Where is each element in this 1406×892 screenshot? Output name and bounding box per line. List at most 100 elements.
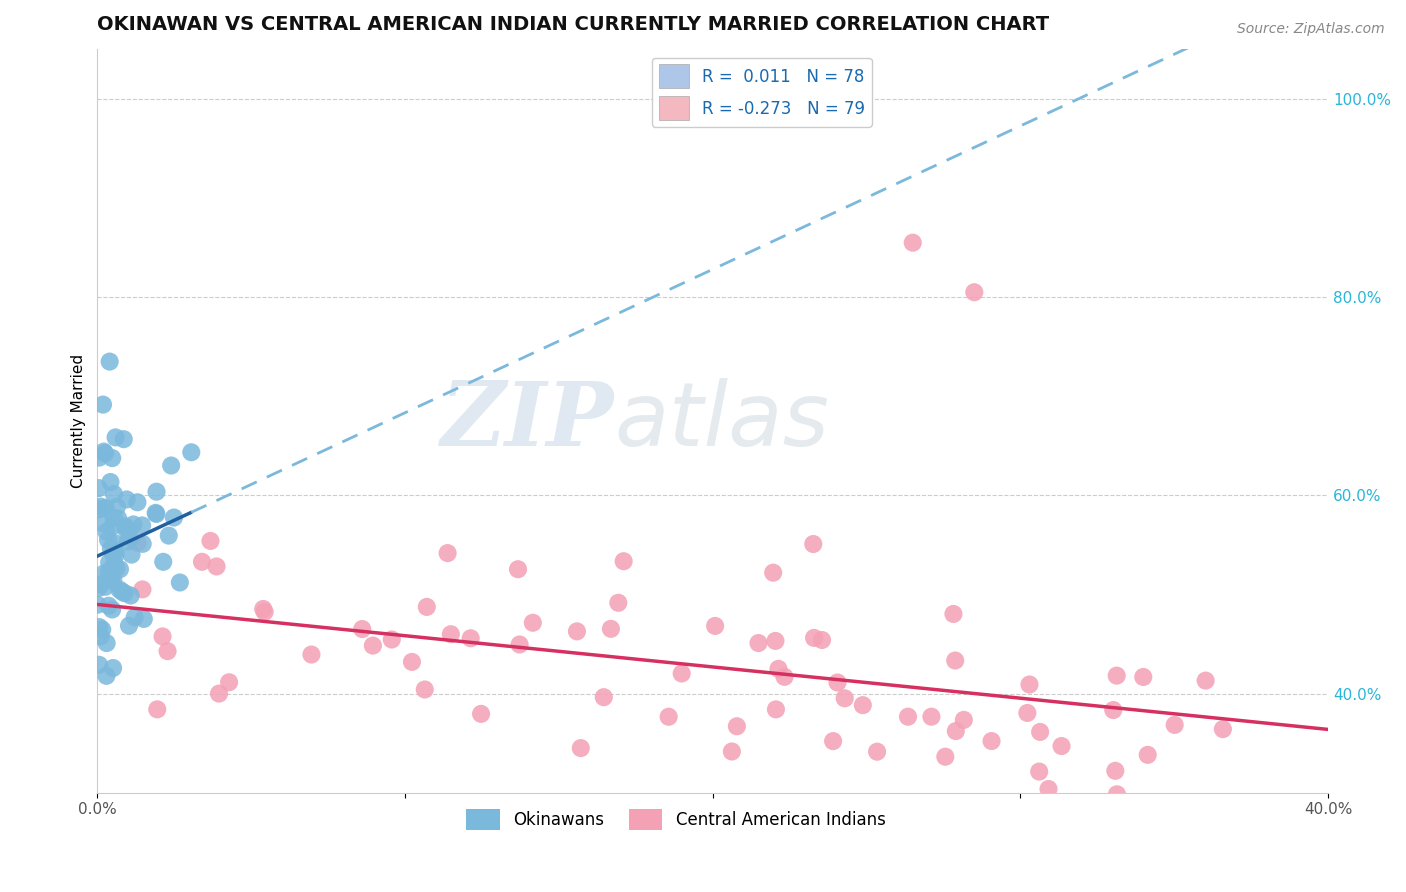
Point <box>108 582 131 597</box>
Point <box>191 555 214 569</box>
Point <box>98 556 121 570</box>
Point <box>943 653 966 667</box>
Point <box>152 555 174 569</box>
Point <box>103 511 125 525</box>
Point <box>725 719 748 733</box>
Point <box>111 584 134 599</box>
Point <box>100 562 122 576</box>
Point <box>866 745 889 759</box>
Point <box>121 548 143 562</box>
Point <box>108 562 131 576</box>
Point <box>1163 718 1185 732</box>
Point <box>114 519 136 533</box>
Point <box>765 634 787 648</box>
Point <box>470 706 492 721</box>
Point <box>97 565 120 579</box>
Point <box>93 444 115 458</box>
Point <box>124 610 146 624</box>
Point <box>87 481 110 495</box>
Point <box>252 602 274 616</box>
Text: atlas: atlas <box>614 378 830 464</box>
Point <box>87 657 110 672</box>
Point <box>96 636 118 650</box>
Point <box>416 599 439 614</box>
Point <box>163 510 186 524</box>
Point <box>105 500 128 514</box>
Point <box>980 734 1002 748</box>
Point <box>1102 703 1125 717</box>
Point <box>1105 668 1128 682</box>
Point <box>1038 782 1060 797</box>
Point <box>361 639 384 653</box>
Point <box>101 661 124 675</box>
Text: ZIP: ZIP <box>441 378 614 465</box>
Point <box>91 398 114 412</box>
Point <box>94 500 117 515</box>
Point <box>93 566 115 581</box>
Point <box>803 631 825 645</box>
Point <box>156 644 179 658</box>
Point <box>920 709 942 723</box>
Point <box>1029 725 1052 739</box>
Point <box>592 690 614 705</box>
Point <box>436 546 458 560</box>
Point <box>440 627 463 641</box>
Point <box>100 541 122 556</box>
Point <box>103 536 125 550</box>
Point <box>91 516 114 531</box>
Point <box>101 451 124 466</box>
Point <box>94 580 117 594</box>
Point <box>834 691 856 706</box>
Point <box>97 573 120 587</box>
Point <box>768 662 790 676</box>
Point <box>811 632 834 647</box>
Point <box>522 615 544 630</box>
Point <box>747 636 769 650</box>
Point <box>1136 747 1159 762</box>
Y-axis label: Currently Married: Currently Married <box>72 354 86 488</box>
Point <box>89 450 111 465</box>
Point <box>1018 677 1040 691</box>
Point <box>145 484 167 499</box>
Point <box>1212 722 1234 736</box>
Point <box>704 619 727 633</box>
Point <box>146 702 169 716</box>
Point <box>104 548 127 562</box>
Point <box>1132 670 1154 684</box>
Point <box>96 669 118 683</box>
Point <box>90 629 112 643</box>
Point <box>100 571 122 585</box>
Point <box>122 517 145 532</box>
Point <box>103 574 125 588</box>
Point <box>460 632 482 646</box>
Point <box>115 492 138 507</box>
Point <box>100 568 122 582</box>
Point <box>352 622 374 636</box>
Point <box>90 577 112 591</box>
Point <box>97 599 120 613</box>
Point <box>1208 835 1230 849</box>
Point <box>607 596 630 610</box>
Text: OKINAWAN VS CENTRAL AMERICAN INDIAN CURRENTLY MARRIED CORRELATION CHART: OKINAWAN VS CENTRAL AMERICAN INDIAN CURR… <box>97 15 1049 34</box>
Point <box>103 487 125 501</box>
Point <box>773 670 796 684</box>
Point <box>299 648 322 662</box>
Point <box>945 724 967 739</box>
Point <box>89 620 111 634</box>
Point <box>827 675 849 690</box>
Point <box>401 655 423 669</box>
Point <box>127 495 149 509</box>
Point <box>98 354 121 368</box>
Point <box>509 638 531 652</box>
Text: Source: ZipAtlas.com: Source: ZipAtlas.com <box>1237 22 1385 37</box>
Point <box>671 666 693 681</box>
Point <box>934 749 956 764</box>
Point <box>152 629 174 643</box>
Point <box>1194 673 1216 688</box>
Point <box>86 598 108 612</box>
Point <box>901 235 924 250</box>
Point <box>101 561 124 575</box>
Point <box>117 534 139 549</box>
Point <box>132 612 155 626</box>
Point <box>1174 835 1197 849</box>
